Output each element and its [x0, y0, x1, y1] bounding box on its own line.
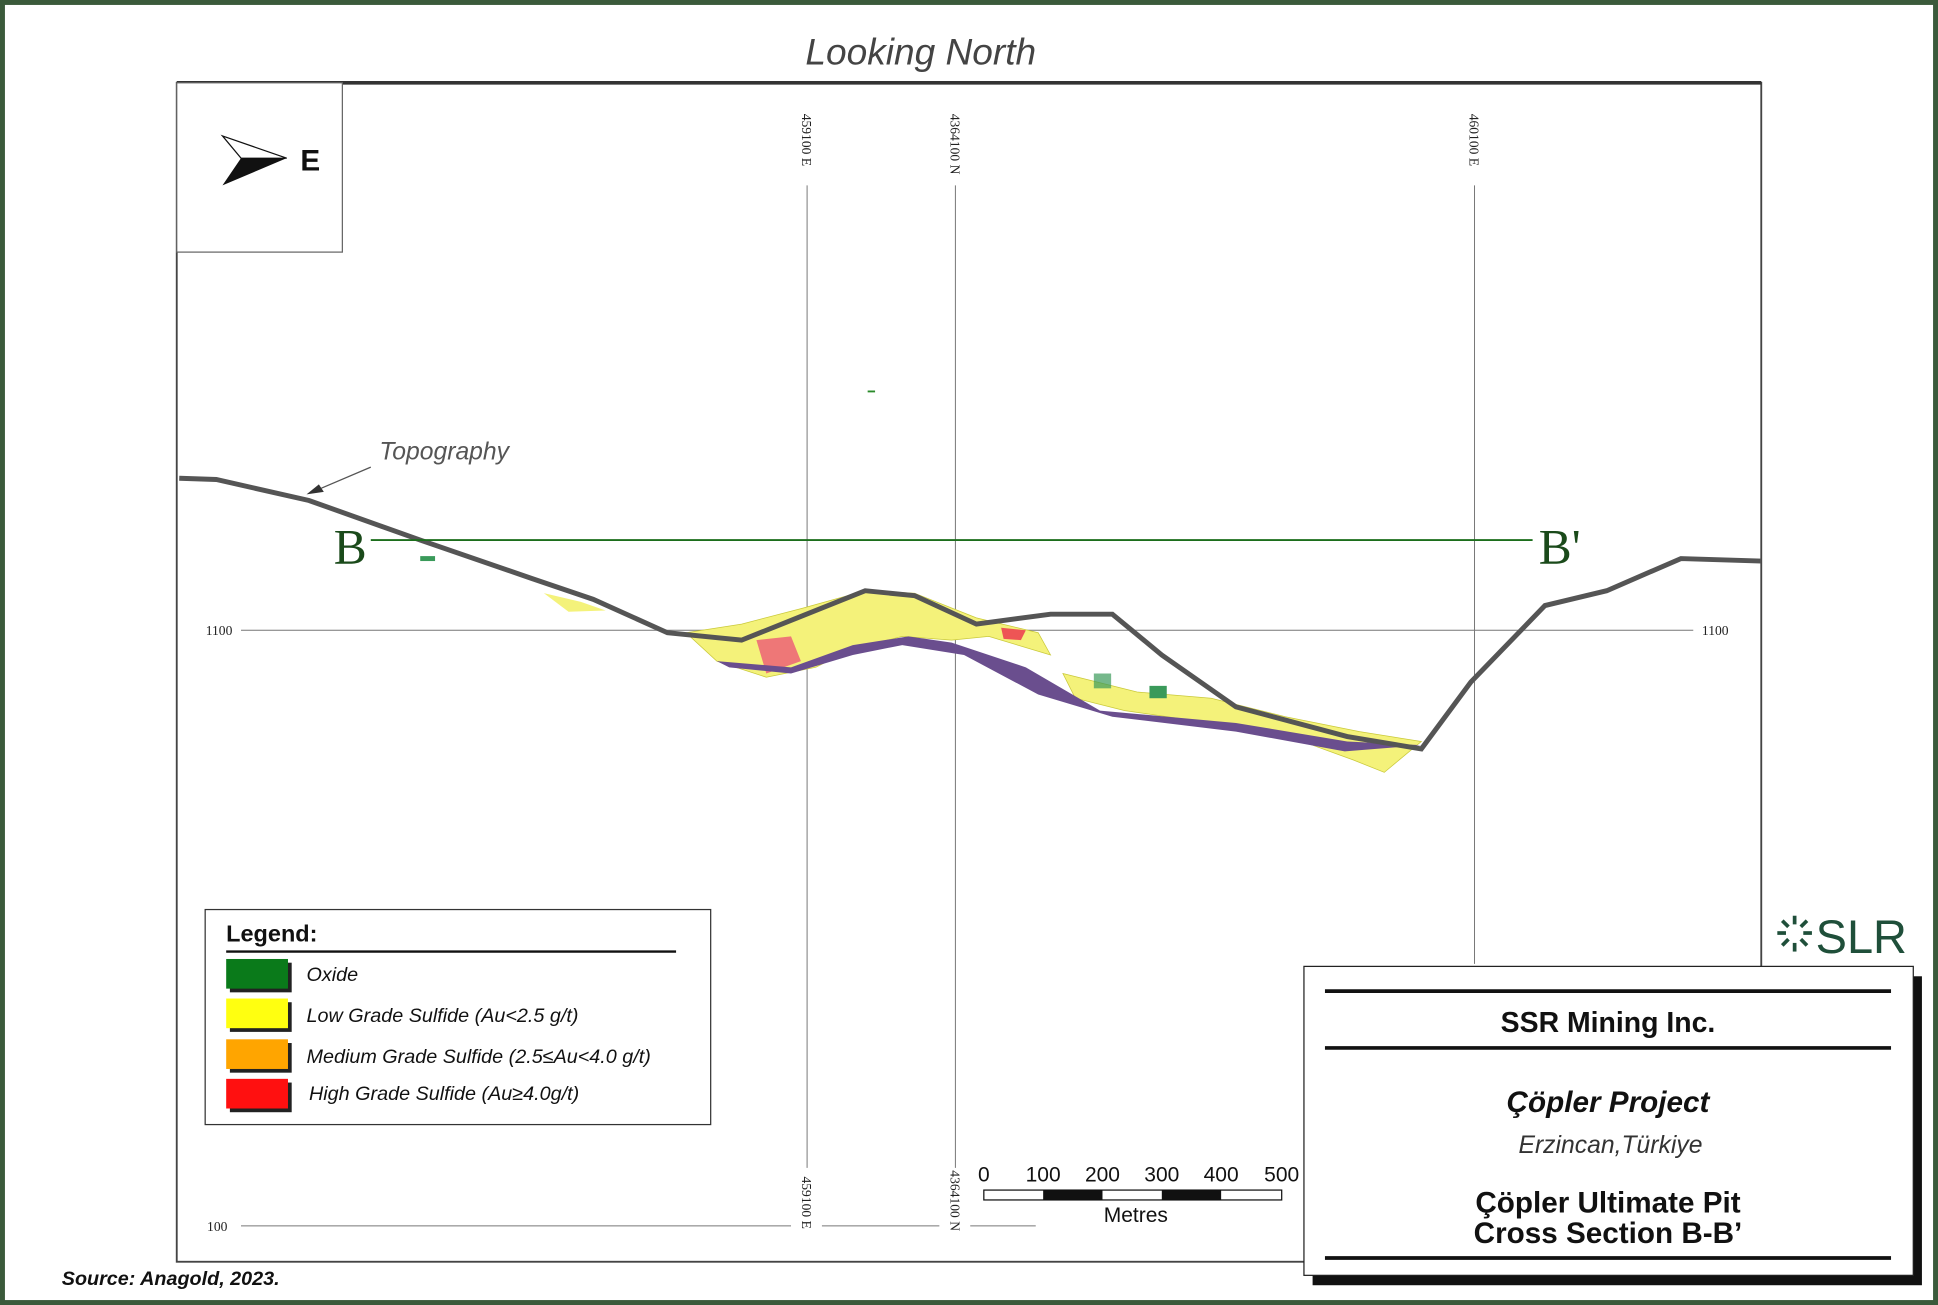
grid-label: 460100 E [1467, 114, 1482, 166]
pit-floor [716, 636, 1422, 752]
topography-line [179, 475, 1762, 752]
scale-labels: 0 100 200 300 400 500 Metres [978, 1163, 1299, 1227]
project: Çöpler Project [1507, 1086, 1711, 1119]
scale-label: 200 [1085, 1163, 1120, 1186]
elevation-label: 1100 [1702, 623, 1729, 638]
scale-segment [1161, 1190, 1222, 1200]
logo: SLR [1777, 910, 1907, 963]
view-title: Looking North [805, 30, 1036, 72]
company: SSR Mining Inc. [1501, 1007, 1716, 1039]
scale-segment [1043, 1190, 1103, 1200]
title-texts: SSR Mining Inc. Çöpler Project Erzincan,… [1474, 1007, 1743, 1250]
logo-text: SLR [1816, 910, 1907, 963]
scale-label: 300 [1144, 1163, 1179, 1186]
direction-arrow-half [220, 134, 287, 159]
scale-label: 400 [1204, 1163, 1239, 1186]
direction-label: E [300, 145, 320, 178]
section-end: B [334, 520, 367, 575]
legend-label: High Grade Sulfide (Au≥4.0g/t) [309, 1083, 579, 1105]
legend-label: Oxide [307, 964, 359, 986]
oxide [420, 556, 436, 562]
topography-label: Topography [379, 439, 510, 466]
figure-title: Cross Section B-B’ [1474, 1217, 1743, 1250]
elevation-label: 100 [207, 1219, 228, 1234]
source: Source: Anagold, 2023. [62, 1268, 280, 1290]
grid-label: 459100 E [799, 1176, 814, 1228]
grid-label: 459100 E [799, 114, 814, 166]
legend-swatch [226, 1078, 288, 1109]
oxide [1093, 673, 1112, 689]
title-block [1303, 965, 1914, 1276]
scale-unit: Metres [1104, 1204, 1168, 1227]
location: Erzincan,Türkiye [1518, 1132, 1702, 1159]
leader-line [321, 466, 372, 489]
legend-swatch [226, 958, 288, 989]
scale-label: 0 [978, 1163, 990, 1186]
figure-title: Çöpler Ultimate Pit [1475, 1186, 1740, 1219]
legend-label: Low Grade Sulfide (Au<2.5 g/t) [307, 1005, 579, 1027]
elevation-label: 1100 [206, 623, 233, 638]
legend-label: Medium Grade Sulfide (2.5≤Au<4.0 g/t) [307, 1046, 651, 1068]
grid-labels: 459100 E 4364100 N 460100 E 459100 E 436… [206, 114, 1729, 1234]
grid-label: 4364100 N [947, 114, 962, 175]
legend-swatches [226, 958, 292, 1113]
scale-outline [983, 1189, 1283, 1201]
logo-mark [1777, 915, 1812, 952]
legend-labels: Oxide Low Grade Sulfide (Au<2.5 g/t) Med… [307, 964, 651, 1105]
scale-bar: 0 100 200 300 400 500 Metres [978, 1163, 1299, 1227]
high-grade-sulfide [756, 636, 801, 674]
scale-label: 500 [1264, 1163, 1299, 1186]
ore-bodies [420, 390, 1423, 773]
legend-title: Legend: [226, 921, 317, 947]
scale-label: 100 [1026, 1163, 1061, 1186]
section-end: B' [1539, 520, 1581, 575]
high-grade-sulfide [1001, 627, 1026, 641]
grid-label: 4364100 N [947, 1170, 962, 1231]
legend-swatch [226, 998, 288, 1029]
leader-arrow [306, 484, 324, 495]
oxide [1149, 685, 1167, 699]
legend-swatch [226, 1039, 288, 1069]
low-grade-sulfide [543, 593, 606, 612]
oxide [867, 390, 876, 393]
